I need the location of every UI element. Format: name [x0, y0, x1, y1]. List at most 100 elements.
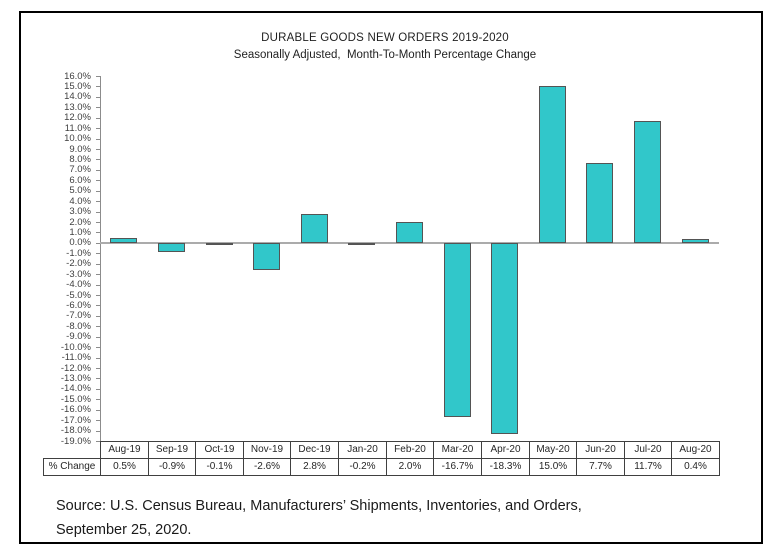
source-line-1: Source: U.S. Census Bureau, Manufacturer…: [56, 498, 582, 514]
y-axis-tick: [95, 336, 100, 338]
y-axis-tick-label: -2.0%: [66, 258, 91, 270]
y-axis-tick-label: 8.0%: [69, 153, 91, 165]
y-axis-tick-label: 13.0%: [64, 101, 91, 113]
y-axis-tick-label: 5.0%: [69, 185, 91, 197]
y-axis-tick-label: -1.0%: [66, 247, 91, 259]
y-axis-tick-label: -10.0%: [60, 341, 91, 353]
y-axis-tick: [95, 284, 100, 286]
value-cell: 2.8%: [290, 458, 339, 476]
month-header-cell: Jan-20: [338, 441, 387, 459]
value-cell: -16.7%: [433, 458, 482, 476]
source-text: Source: U.S. Census Bureau, Manufacturer…: [56, 494, 582, 542]
bar-Jun-20: [586, 162, 614, 243]
y-axis-tick: [95, 430, 100, 432]
value-cell: 2.0%: [386, 458, 434, 476]
month-header-cell: Feb-20: [386, 441, 434, 459]
y-axis-tick-label: -18.0%: [60, 425, 91, 437]
y-axis-tick: [95, 76, 100, 77]
y-axis-tick: [95, 263, 100, 265]
y-axis-tick: [95, 222, 100, 223]
value-cell: -0.1%: [195, 458, 244, 476]
y-axis-tick-label: -7.0%: [66, 310, 91, 322]
y-axis-tick: [95, 305, 100, 307]
y-axis-tick: [95, 420, 100, 422]
y-axis-tick: [95, 326, 100, 328]
y-axis-tick-label: -6.0%: [66, 299, 91, 311]
y-axis-tick: [95, 180, 100, 182]
month-header-cell: Sep-19: [148, 441, 196, 459]
month-header-cell: Mar-20: [433, 441, 482, 459]
y-axis-tick: [95, 211, 100, 213]
y-axis-tick: [95, 149, 100, 150]
y-axis-tick-label: 6.0%: [69, 174, 91, 186]
value-cell: 15.0%: [529, 458, 577, 476]
bar-May-20: [538, 86, 566, 243]
value-cell: -0.9%: [148, 458, 196, 476]
month-header-cell: Jun-20: [576, 441, 625, 459]
y-axis-tick-label: -14.0%: [60, 383, 91, 395]
y-axis-tick-label: -15.0%: [60, 393, 91, 405]
y-axis-tick-label: 4.0%: [69, 195, 91, 207]
y-axis-tick: [95, 138, 100, 140]
y-axis-tick-label: 11.0%: [64, 122, 91, 134]
bar-Dec-19: [300, 213, 328, 243]
y-axis-tick: [95, 388, 100, 390]
bar-Jul-20: [634, 120, 662, 243]
month-header-cell: Dec-19: [290, 441, 339, 459]
chart-title: DURABLE GOODS NEW ORDERS 2019-2020: [261, 32, 509, 44]
y-axis-tick: [95, 315, 100, 317]
month-header-cell: Apr-20: [481, 441, 530, 459]
y-axis-tick-label: 12.0%: [64, 112, 91, 124]
y-axis-tick-label: -8.0%: [66, 320, 91, 332]
y-axis-tick: [95, 295, 100, 296]
y-axis-tick: [95, 201, 100, 203]
y-axis-tick: [95, 347, 100, 349]
bar-Jan-20: [348, 242, 376, 245]
y-axis-tick: [95, 253, 100, 255]
bar-Aug-19: [110, 237, 138, 243]
bar-Feb-20: [396, 222, 423, 243]
y-axis-tick: [95, 242, 100, 244]
y-axis-tick-label: 10.0%: [64, 133, 91, 145]
y-axis-tick: [95, 190, 100, 192]
y-axis-tick-label: 16.0%: [64, 70, 91, 82]
y-axis-tick: [95, 128, 100, 130]
month-header-cell: Jul-20: [624, 441, 672, 459]
y-axis-tick-label: -13.0%: [60, 372, 91, 384]
value-cell: -0.2%: [338, 458, 387, 476]
month-header-cell: Aug-19: [100, 441, 149, 459]
y-axis-tick: [95, 159, 100, 161]
y-axis-tick-label: 2.0%: [69, 216, 91, 228]
source-line-2: September 25, 2020.: [56, 522, 192, 538]
y-axis-tick-label: -16.0%: [60, 404, 91, 416]
zero-axis-line: [100, 241, 719, 244]
value-cell: 0.5%: [100, 458, 149, 476]
y-axis-tick-label: 3.0%: [69, 206, 91, 218]
y-axis-tick: [95, 117, 100, 119]
value-cell: -2.6%: [243, 458, 291, 476]
y-axis-tick: [95, 399, 100, 401]
y-axis-tick-label: -17.0%: [60, 414, 91, 426]
y-axis-tick-label: 1.0%: [69, 226, 91, 238]
y-axis-tick-label: -9.0%: [66, 331, 91, 343]
y-axis-tick-label: -19.0%: [60, 435, 91, 447]
y-axis-tick-label: 14.0%: [64, 91, 91, 103]
month-header-cell: Oct-19: [195, 441, 244, 459]
y-axis-tick: [95, 96, 100, 98]
y-axis-tick-label: 15.0%: [64, 80, 91, 92]
value-cell: 11.7%: [624, 458, 672, 476]
y-axis-tick: [95, 86, 100, 88]
y-axis-tick: [95, 357, 100, 359]
y-axis-tick: [95, 232, 100, 234]
value-cell: -18.3%: [481, 458, 530, 476]
chart-frame: [19, 11, 763, 544]
bar-Aug-20: [681, 238, 709, 243]
y-axis-tick-label: -3.0%: [66, 268, 91, 280]
y-axis-tick: [95, 378, 100, 380]
y-axis-tick-label: 0.0%: [69, 237, 91, 249]
chart-subtitle: Seasonally Adjusted, Month-To-Month Perc…: [233, 49, 537, 61]
y-axis-tick: [95, 368, 100, 369]
y-axis-tick-label: -12.0%: [60, 362, 91, 374]
bar-Apr-20: [491, 242, 519, 434]
